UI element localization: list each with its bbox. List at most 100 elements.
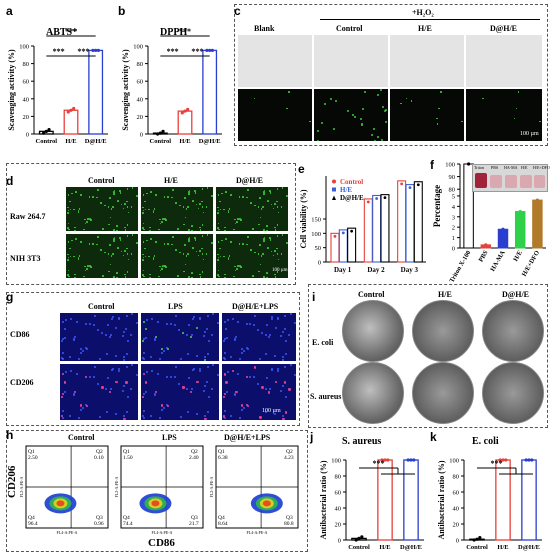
- flow-cytometry-plots: Q12.50Q20.10Q496.4Q30.96FL4-A:PE-AFL2-A:…: [19, 445, 299, 535]
- micrograph-speck: [122, 207, 125, 210]
- micrograph-speck: [284, 314, 287, 317]
- micrograph-speck: [131, 313, 134, 316]
- micrograph-speck: [72, 394, 75, 397]
- micrograph-speck: [227, 209, 230, 212]
- micrograph-speck: [171, 196, 173, 199]
- micrograph-speck: [202, 390, 205, 393]
- micrograph-speck: [269, 191, 272, 194]
- micrograph-speck: [242, 350, 245, 353]
- micrograph-speck: [268, 391, 271, 394]
- micrograph-speck: [167, 404, 170, 407]
- micrograph-speck: [172, 188, 174, 191]
- micrograph-speck: [61, 395, 64, 399]
- micrograph-speck: [121, 390, 124, 393]
- x-tick-label: Day 2: [367, 266, 385, 274]
- y-tick-label: 80: [453, 474, 460, 481]
- micrograph-speck: [122, 330, 125, 333]
- flow-y-axis-label: FL2-A:PE-A: [209, 476, 214, 497]
- micrograph-speck: [225, 238, 227, 240]
- micrograph-speck: [230, 414, 233, 417]
- micrograph-speck: [219, 247, 221, 250]
- micrograph-speck: [196, 327, 199, 330]
- micrograph-speck: [273, 203, 276, 205]
- y-tick-label: 150: [311, 217, 321, 224]
- micrograph-speck: [141, 274, 144, 276]
- micrograph-speck: [234, 339, 237, 342]
- micrograph-speck: [184, 216, 187, 219]
- micrograph-speck: [372, 128, 375, 131]
- micrograph-speck: [125, 365, 128, 368]
- micrograph-speck: [159, 358, 162, 361]
- micrograph-speck: [284, 365, 287, 368]
- plate-saureus-he: [412, 362, 474, 424]
- micrograph-speck: [262, 276, 265, 278]
- micrograph-speck: [192, 317, 195, 320]
- y-tick-label: 20: [137, 114, 144, 121]
- panel-label-i: i: [312, 290, 316, 304]
- treatment-label: +H₂O₂: [412, 8, 434, 17]
- micrograph-speck: [230, 241, 232, 243]
- micrograph-speck: [109, 216, 112, 219]
- micrograph-speck: [289, 364, 292, 367]
- y-tick-label: 80: [449, 187, 456, 194]
- tube-triton: [475, 173, 487, 188]
- micrograph-speck: [227, 319, 230, 322]
- micrograph-speck: [198, 203, 201, 205]
- micrograph-speck: [146, 319, 149, 322]
- panel-d-frame: [6, 163, 296, 285]
- micrograph-speck: [187, 205, 189, 208]
- chart-title: DPPH: [160, 27, 187, 38]
- data-point: [383, 458, 387, 462]
- g-scale-bar: 100 µm: [262, 408, 281, 414]
- q3-label: Q3: [96, 515, 103, 521]
- panel-label-g: g: [6, 290, 14, 304]
- legend-label: Control: [340, 178, 363, 186]
- micrograph-speck: [198, 273, 201, 276]
- x-tick-label: H/E: [379, 544, 390, 551]
- micrograph-speck: [223, 320, 226, 323]
- micrograph-speck: [105, 388, 108, 391]
- micrograph-speck: [288, 91, 290, 93]
- micrograph-speck: [238, 243, 241, 245]
- micrograph-speck: [217, 206, 219, 209]
- q2-label: Q2: [191, 449, 198, 455]
- micrograph-speck: [107, 206, 110, 208]
- micrograph-speck: [79, 347, 82, 350]
- micrograph-speck: [219, 200, 221, 203]
- micrograph-speck: [270, 369, 273, 372]
- y-tick-label: 0: [318, 260, 321, 267]
- q1-value: 6.38: [218, 455, 228, 461]
- bar-dhe: [521, 459, 537, 541]
- micrograph-speck: [142, 356, 145, 359]
- micrograph-speck: [263, 236, 266, 239]
- micrograph-speck: [347, 110, 350, 113]
- data-point: [383, 196, 387, 200]
- micrograph-speck: [152, 209, 155, 212]
- micrograph-speck: [192, 369, 195, 372]
- micrograph-speck: [67, 222, 70, 225]
- micrograph-speck: [105, 410, 108, 413]
- micrograph-speck: [256, 329, 259, 332]
- micrograph-speck: [194, 238, 197, 241]
- tube-label-hama: HA-MA: [504, 165, 518, 170]
- micrograph-speck: [182, 332, 185, 335]
- micrograph-speck: [90, 219, 92, 221]
- h-xlabel: CD86: [148, 537, 175, 549]
- micrograph-speck: [234, 265, 237, 268]
- data-point: [158, 131, 162, 135]
- micrograph-speck: [157, 228, 160, 231]
- c-brightfield-control: [314, 35, 388, 87]
- data-point: [186, 107, 190, 111]
- micrograph-speck: [131, 364, 134, 367]
- micrograph-speck: [82, 228, 85, 231]
- micrograph-speck: [90, 266, 92, 268]
- micrograph-speck: [172, 235, 174, 238]
- micrograph-speck: [161, 409, 164, 412]
- y-tick-label: 20: [23, 114, 30, 121]
- micrograph-speck: [187, 229, 190, 231]
- micrograph-speck: [174, 366, 177, 369]
- micrograph-speck: [115, 380, 118, 383]
- micrograph-speck: [130, 388, 133, 391]
- data-point: [44, 129, 48, 133]
- data-point: [475, 537, 479, 541]
